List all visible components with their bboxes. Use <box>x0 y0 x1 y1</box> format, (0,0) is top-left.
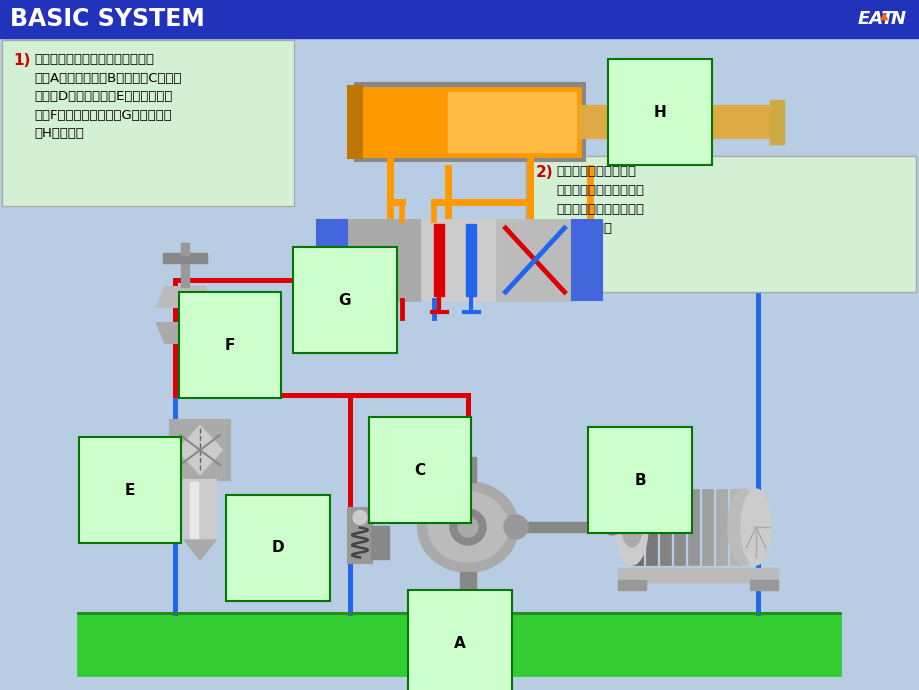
Circle shape <box>458 517 478 537</box>
Text: BASIC SYSTEM: BASIC SYSTEM <box>10 7 205 31</box>
Bar <box>701 489 712 565</box>
Bar <box>347 508 371 562</box>
Bar <box>729 489 740 565</box>
Bar <box>572 220 602 300</box>
Bar <box>434 224 444 296</box>
Circle shape <box>449 509 485 545</box>
Bar <box>359 88 579 156</box>
Bar <box>448 92 575 152</box>
Ellipse shape <box>740 489 770 565</box>
Bar <box>347 220 422 300</box>
Text: E: E <box>125 482 135 497</box>
Bar <box>181 243 188 255</box>
Bar <box>78 613 839 675</box>
Bar <box>645 489 656 565</box>
Bar <box>497 220 572 300</box>
Text: G: G <box>338 293 351 308</box>
Polygon shape <box>184 540 216 560</box>
Text: N: N <box>890 10 905 28</box>
Bar <box>370 526 389 558</box>
Bar <box>422 220 497 300</box>
Ellipse shape <box>727 489 759 565</box>
Circle shape <box>504 515 528 539</box>
Bar <box>631 489 642 565</box>
Bar <box>184 480 216 540</box>
Bar <box>618 568 777 582</box>
Bar <box>466 224 476 296</box>
Bar <box>618 580 645 590</box>
Ellipse shape <box>621 507 641 547</box>
Ellipse shape <box>616 489 647 565</box>
Bar <box>579 106 774 138</box>
Bar <box>190 482 198 538</box>
Circle shape <box>353 511 367 524</box>
Text: F: F <box>224 337 235 353</box>
Text: B: B <box>633 473 645 488</box>
Bar <box>611 521 633 533</box>
Ellipse shape <box>427 492 507 562</box>
Bar <box>317 220 347 300</box>
Bar <box>769 100 783 144</box>
Bar <box>0 0 919 38</box>
Text: C: C <box>414 462 425 477</box>
Bar <box>460 457 475 482</box>
Bar <box>347 86 361 158</box>
Polygon shape <box>177 426 221 474</box>
Text: 2): 2) <box>536 165 553 180</box>
Text: H: H <box>652 104 665 119</box>
Text: ▲: ▲ <box>879 11 887 21</box>
Bar <box>163 253 207 263</box>
FancyBboxPatch shape <box>2 40 294 206</box>
Text: 一般认为一个简单的液压系统由油
箱（A）、电动机（B）、泵（C）、溢
流阀（D）、过滤器（E）、流量控制
阀（F）、方向控制阀（G）、和油缸
（H）组成。: 一般认为一个简单的液压系统由油 箱（A）、电动机（B）、泵（C）、溢 流阀（D）… <box>34 53 181 140</box>
Polygon shape <box>157 287 213 307</box>
Bar <box>749 580 777 590</box>
FancyBboxPatch shape <box>526 156 915 292</box>
Bar <box>687 489 698 565</box>
Bar <box>517 522 618 532</box>
Bar <box>659 489 670 565</box>
Bar <box>674 489 685 565</box>
Text: A: A <box>454 635 465 651</box>
Bar <box>170 420 230 480</box>
Bar <box>715 489 726 565</box>
Circle shape <box>604 519 619 535</box>
Bar <box>181 263 188 287</box>
Bar <box>355 83 584 161</box>
Text: D: D <box>271 540 284 555</box>
Polygon shape <box>157 323 213 343</box>
Text: 1): 1) <box>13 53 30 68</box>
Ellipse shape <box>417 482 517 572</box>
Bar <box>460 572 475 597</box>
Text: EAT: EAT <box>857 10 893 28</box>
Text: 油缸的运动是由流量控
制阀（确定运动的速度）
和方向控制阀（油缸运动
的方向）控制。: 油缸的运动是由流量控 制阀（确定运动的速度） 和方向控制阀（油缸运动 的方向）控… <box>555 165 643 235</box>
